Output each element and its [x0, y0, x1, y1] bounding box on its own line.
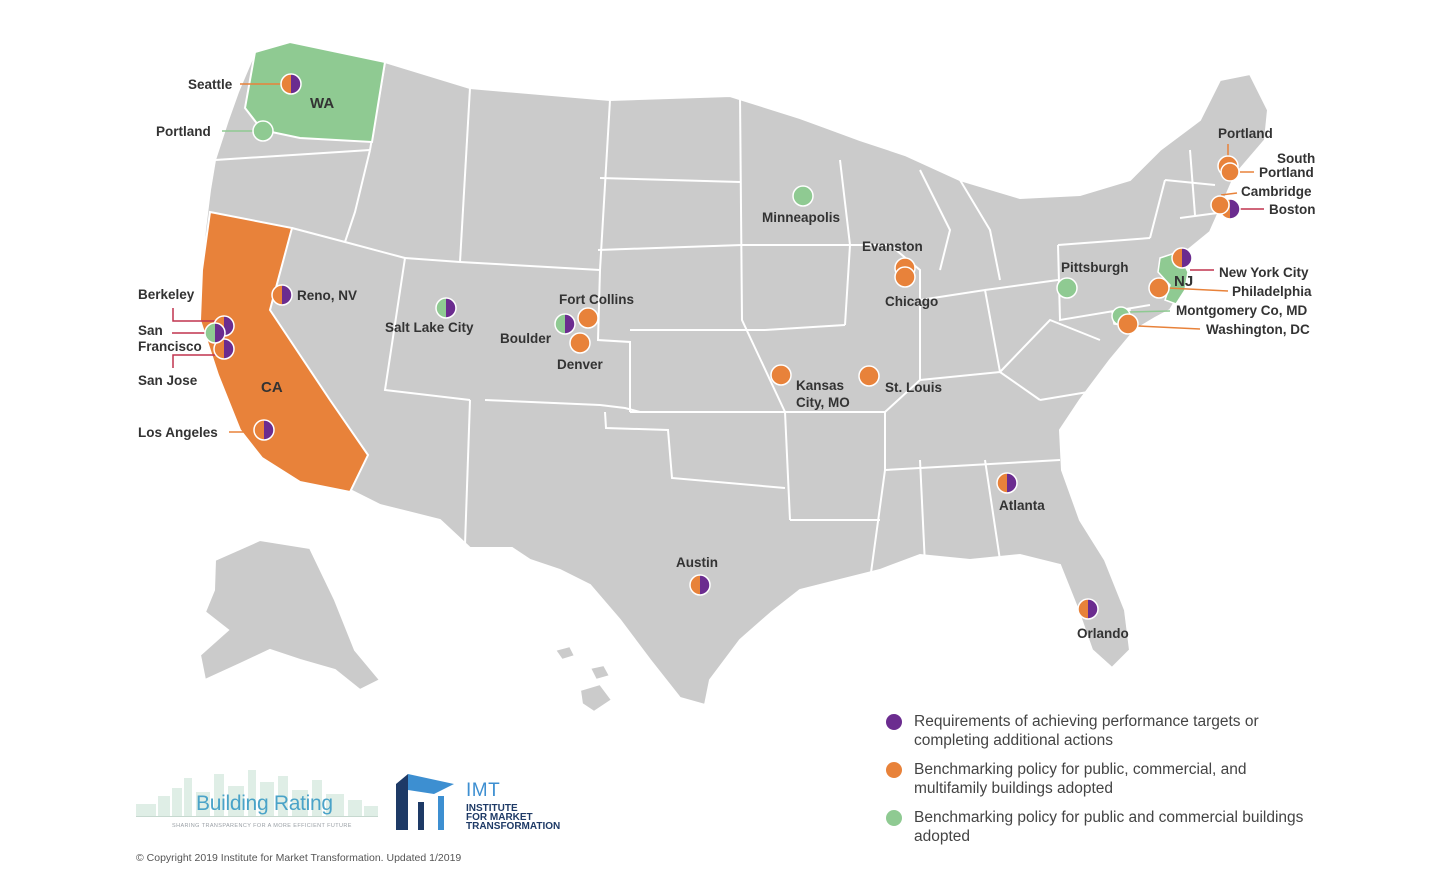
- marker-denver: [569, 332, 591, 354]
- marker-seattle: [280, 73, 302, 95]
- imt-line-3: TRANSFORMATION: [466, 821, 561, 832]
- label-san: San: [138, 323, 163, 338]
- label-portland-or: Portland: [156, 124, 211, 139]
- label-berkeley: Berkeley: [138, 287, 195, 302]
- marker-south-portland: [1220, 162, 1240, 182]
- legend-item-requirements: Requirements of achieving performance ta…: [884, 712, 1324, 750]
- imt-abbreviation: IMT: [466, 780, 501, 801]
- us-landmass: [198, 40, 1270, 714]
- skyline-icon: [136, 770, 378, 817]
- state-washington: [243, 40, 387, 144]
- label-los-angeles: Los Angeles: [138, 425, 218, 440]
- label-denver: Denver: [557, 357, 604, 372]
- orange-dot-icon: [886, 762, 902, 778]
- label-montgomery: Montgomery Co, MD: [1176, 303, 1307, 318]
- label-san-jose: San Jose: [138, 373, 198, 388]
- state-california: [198, 210, 370, 494]
- imt-line-1: INSTITUTE: [466, 803, 518, 814]
- marker-pittsburgh: [1056, 277, 1078, 299]
- marker-san-francisco: [204, 322, 226, 344]
- marker-los-angeles: [253, 419, 275, 441]
- label-atlanta: Atlanta: [999, 498, 1045, 513]
- marker-st-louis: [858, 365, 880, 387]
- label-south: South: [1277, 151, 1315, 166]
- copyright-notice: © Copyright 2019 Institute for Market Tr…: [136, 852, 462, 864]
- marker-portland-or: [252, 120, 274, 142]
- legend-label-requirements: Requirements of achieving performance ta…: [914, 713, 1259, 749]
- green-dot-icon: [886, 810, 902, 826]
- hawaii: [553, 644, 614, 714]
- label-st-louis: St. Louis: [885, 380, 942, 395]
- marker-orlando: [1077, 598, 1099, 620]
- label-boston: Boston: [1269, 202, 1316, 217]
- building-rating-logo: Building Rating SHARING TRANSPARENCY FOR…: [136, 768, 378, 832]
- marker-washington-dc: [1117, 313, 1139, 335]
- state-label-nj: NJ: [1174, 273, 1193, 290]
- building-rating-title: Building Rating: [196, 792, 333, 815]
- imt-line-2: FOR MARKET: [466, 812, 533, 823]
- label-francisco: Francisco: [138, 339, 202, 354]
- label-austin: Austin: [676, 555, 718, 570]
- marker-austin: [689, 574, 711, 596]
- marker-atlanta: [996, 472, 1018, 494]
- label-washington-dc: Washington, DC: [1206, 322, 1310, 337]
- leader-lines: [172, 83, 1264, 433]
- marker-san-jose: [213, 338, 235, 360]
- label-kansas: Kansas: [796, 378, 844, 393]
- marker-philadelphia: [1148, 277, 1170, 299]
- purple-dot-icon: [886, 714, 902, 730]
- marker-cambridge: [1210, 195, 1230, 215]
- label-city-mo: City, MO: [796, 395, 850, 410]
- alaska: [198, 538, 382, 692]
- building-rating-tagline: SHARING TRANSPARENCY FOR A MORE EFFICIEN…: [172, 823, 352, 829]
- marker-chicago: [894, 266, 916, 288]
- label-pittsburgh: Pittsburgh: [1061, 260, 1129, 275]
- label-evanston: Evanston: [862, 239, 923, 254]
- label-orlando: Orlando: [1077, 626, 1129, 641]
- label-chicago: Chicago: [885, 294, 938, 309]
- label-salt-lake-city: Salt Lake City: [385, 320, 474, 335]
- marker-new-york-city: [1171, 247, 1193, 269]
- label-philadelphia: Philadelphia: [1232, 284, 1312, 299]
- label-new-york-city: New York City: [1219, 265, 1309, 280]
- marker-kansas-city: [770, 364, 792, 386]
- label-boulder: Boulder: [500, 331, 552, 346]
- label-portland-me: Portland: [1218, 126, 1273, 141]
- marker-salt-lake-city: [435, 297, 457, 319]
- legend-item-benchmarking-public-commercial: Benchmarking policy for public and comme…: [884, 808, 1324, 846]
- contiguous-us: [198, 40, 1270, 707]
- label-reno: Reno, NV: [297, 288, 357, 303]
- label-seattle: Seattle: [188, 77, 233, 92]
- state-label-ca: CA: [261, 379, 283, 396]
- legend-label-benchmarking-multifamily: Benchmarking policy for public, commerci…: [914, 761, 1247, 797]
- label-cambridge: Cambridge: [1241, 184, 1312, 199]
- label-portland-south: Portland: [1259, 165, 1314, 180]
- map-legend: Requirements of achieving performance ta…: [884, 712, 1324, 856]
- marker-fort-collins: [577, 307, 599, 329]
- imt-mark-icon: [396, 774, 454, 830]
- legend-item-benchmarking-multifamily: Benchmarking policy for public, commerci…: [884, 760, 1324, 798]
- marker-boulder: [554, 313, 576, 335]
- marker-reno: [271, 284, 293, 306]
- legend-label-benchmarking-public-commercial: Benchmarking policy for public and comme…: [914, 809, 1304, 845]
- imt-logo: IMT INSTITUTE FOR MARKET TRANSFORMATION: [394, 772, 564, 834]
- label-minneapolis: Minneapolis: [762, 210, 840, 225]
- marker-minneapolis: [792, 185, 814, 207]
- state-label-wa: WA: [310, 95, 334, 112]
- state-borders: [214, 61, 1226, 581]
- label-fort-collins: Fort Collins: [559, 292, 634, 307]
